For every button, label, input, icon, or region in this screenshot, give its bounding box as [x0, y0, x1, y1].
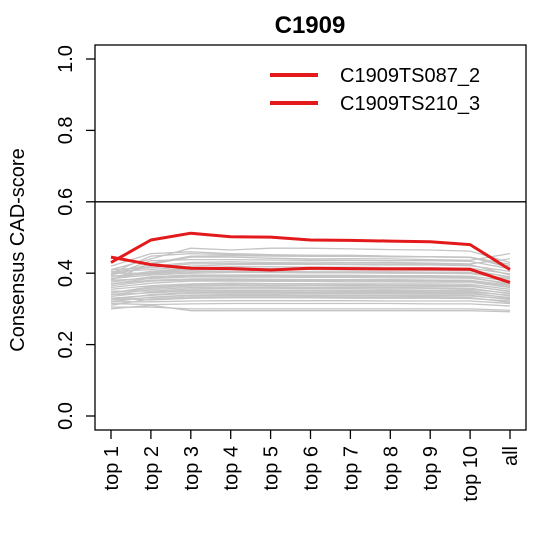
y-axis-label: Consensus CAD-score [7, 148, 29, 351]
series-line [110, 231, 511, 271]
x-tick-label: top 10 [460, 446, 482, 502]
y-tick-label: 0.8 [55, 116, 77, 144]
background-series-line [110, 283, 511, 294]
background-series-line [110, 275, 511, 286]
background-series-line [110, 282, 511, 290]
background-series-line [110, 252, 511, 274]
legend-label: C1909TS210_3 [340, 93, 480, 115]
background-series-line [110, 291, 511, 301]
background-series-line [110, 304, 511, 313]
background-series-line [110, 297, 511, 302]
background-series-line [110, 258, 511, 276]
background-series-line [111, 300, 511, 305]
y-tick-label: 0.2 [55, 331, 77, 359]
chart-title: C1909 [275, 12, 346, 39]
x-tick-label: all [500, 446, 522, 466]
legend: C1909TS087_2 C1909TS210_3 [270, 65, 480, 115]
y-tick-label: 0.6 [55, 188, 77, 216]
y-tick-label: 0.0 [55, 402, 77, 430]
x-tick-label: top 3 [181, 446, 203, 490]
axes: 0.0 0.2 0.4 0.6 0.8 1.0 top 1 top 2 top 3 top 4 to… [55, 44, 527, 502]
x-tick-label: top 9 [420, 446, 442, 490]
background-series-line [110, 278, 511, 286]
background-series-line [110, 279, 511, 288]
background-series-line [110, 280, 511, 289]
plot-area [95, 201, 526, 313]
series-line [110, 255, 511, 284]
background-series-line [110, 293, 511, 303]
background-series-line [111, 287, 511, 294]
legend-label: C1909TS087_2 [340, 65, 480, 87]
background-series-line [110, 302, 511, 307]
background-series-line [110, 289, 511, 298]
background-series-line [110, 292, 511, 299]
x-tick-label: top 7 [340, 446, 362, 490]
x-tick-label: top 4 [221, 446, 243, 490]
background-series-line [110, 296, 511, 306]
x-tick-label: top 5 [261, 446, 283, 490]
background-series-line [110, 290, 511, 296]
x-tick-label: top 1 [101, 446, 123, 490]
x-tick-label: top 2 [141, 446, 163, 490]
background-series-line [110, 274, 511, 283]
background-series-line [110, 270, 511, 281]
background-series-line [110, 262, 511, 276]
background-series-line [110, 286, 511, 296]
background-series-line [110, 284, 511, 294]
background-series-line [110, 258, 511, 276]
x-tick-label: top 6 [301, 446, 323, 490]
y-tick-label: 1.0 [55, 45, 77, 73]
background-series-line [110, 271, 511, 280]
x-tick-label: top 8 [380, 446, 402, 490]
y-tick-label: 0.4 [55, 259, 77, 287]
